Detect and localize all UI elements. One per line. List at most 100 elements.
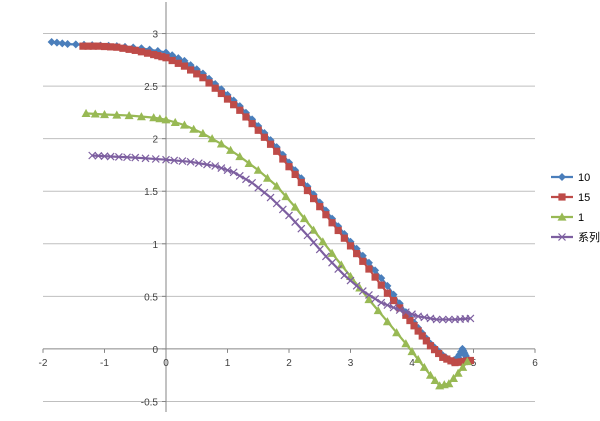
legend: 10 15 1 系列 bbox=[551, 172, 600, 244]
data-point bbox=[299, 214, 309, 223]
data-point bbox=[154, 52, 162, 60]
series-2 bbox=[81, 108, 472, 390]
data-point bbox=[316, 203, 324, 211]
data-point bbox=[346, 276, 355, 285]
data-point bbox=[443, 355, 451, 363]
data-point bbox=[389, 296, 398, 305]
data-point bbox=[432, 315, 441, 324]
data-point bbox=[439, 353, 447, 361]
data-point bbox=[334, 226, 342, 235]
y-tick-label: 1.5 bbox=[144, 187, 158, 198]
data-point bbox=[358, 287, 367, 296]
data-point bbox=[291, 170, 299, 179]
data-point bbox=[194, 159, 203, 168]
data-point bbox=[143, 49, 152, 57]
x-tick-label: 1 bbox=[225, 358, 231, 369]
data-point bbox=[170, 117, 180, 126]
data-point bbox=[174, 59, 182, 67]
data-point bbox=[52, 38, 61, 47]
data-point bbox=[340, 271, 349, 280]
data-point bbox=[435, 349, 443, 358]
data-point bbox=[88, 151, 97, 160]
data-point bbox=[426, 314, 435, 323]
data-point bbox=[131, 153, 140, 162]
data-point bbox=[205, 79, 213, 87]
data-point bbox=[223, 166, 232, 175]
data-point bbox=[248, 178, 257, 187]
data-point bbox=[89, 42, 97, 50]
data-point bbox=[382, 317, 392, 326]
data-point bbox=[290, 202, 300, 211]
data-point bbox=[170, 156, 179, 165]
data-point bbox=[226, 145, 236, 154]
data-point bbox=[90, 109, 100, 118]
x-tick-label: -2 bbox=[39, 358, 48, 369]
y-tick-label: 2.5 bbox=[144, 82, 158, 93]
data-point bbox=[422, 337, 430, 345]
data-point bbox=[377, 274, 386, 283]
data-point bbox=[100, 109, 109, 119]
data-point bbox=[297, 178, 305, 187]
data-point bbox=[322, 211, 330, 219]
data-point bbox=[137, 48, 145, 56]
data-point bbox=[413, 354, 423, 364]
data-point bbox=[161, 115, 171, 124]
data-point bbox=[438, 315, 447, 324]
data-point bbox=[84, 42, 92, 50]
data-point bbox=[100, 42, 109, 51]
y-tick-label: 2 bbox=[152, 135, 158, 146]
data-point bbox=[123, 153, 131, 162]
data-point bbox=[278, 205, 287, 214]
data-point bbox=[285, 163, 293, 171]
data-point bbox=[364, 295, 374, 304]
data-point bbox=[377, 298, 386, 307]
legend-marker bbox=[558, 193, 566, 201]
data-point bbox=[281, 191, 291, 201]
data-point bbox=[430, 346, 439, 354]
data-point bbox=[149, 113, 159, 122]
data-point bbox=[408, 310, 416, 319]
data-point bbox=[217, 89, 225, 98]
data-point bbox=[383, 281, 392, 290]
data-point bbox=[430, 375, 440, 385]
data-point bbox=[309, 238, 318, 247]
data-point bbox=[418, 332, 426, 340]
legend-item-3: 系列 bbox=[551, 230, 600, 244]
data-point bbox=[158, 53, 166, 61]
data-point bbox=[458, 362, 468, 371]
data-point bbox=[266, 140, 275, 148]
data-point bbox=[94, 151, 103, 160]
data-point bbox=[150, 50, 158, 59]
legend-label: 1 bbox=[578, 212, 584, 224]
data-point bbox=[318, 237, 328, 246]
data-point bbox=[395, 306, 404, 314]
data-point bbox=[207, 134, 217, 143]
legend-item-1: 15 bbox=[551, 192, 590, 204]
data-point bbox=[136, 112, 146, 121]
legend-label: 系列 bbox=[578, 230, 600, 244]
data-point bbox=[244, 158, 254, 167]
legend-item-2: 1 bbox=[551, 212, 584, 224]
data-point bbox=[211, 84, 219, 92]
data-point bbox=[79, 42, 87, 50]
x-tick-label: -1 bbox=[100, 358, 109, 369]
data-point bbox=[229, 168, 238, 177]
data-point bbox=[223, 95, 232, 103]
data-point bbox=[466, 356, 475, 365]
data-point bbox=[353, 250, 361, 258]
data-point bbox=[131, 46, 139, 54]
legend-label: 10 bbox=[578, 172, 590, 184]
data-point bbox=[336, 260, 346, 269]
data-point bbox=[401, 339, 411, 348]
data-point bbox=[402, 311, 410, 319]
data-point bbox=[396, 304, 404, 312]
data-point bbox=[406, 316, 414, 325]
data-point bbox=[242, 113, 250, 121]
data-point bbox=[266, 193, 275, 202]
data-point bbox=[151, 155, 160, 163]
data-point bbox=[389, 303, 398, 312]
data-point bbox=[230, 101, 238, 109]
data-point bbox=[235, 171, 244, 180]
data-point bbox=[414, 327, 422, 335]
data-point bbox=[365, 265, 373, 273]
